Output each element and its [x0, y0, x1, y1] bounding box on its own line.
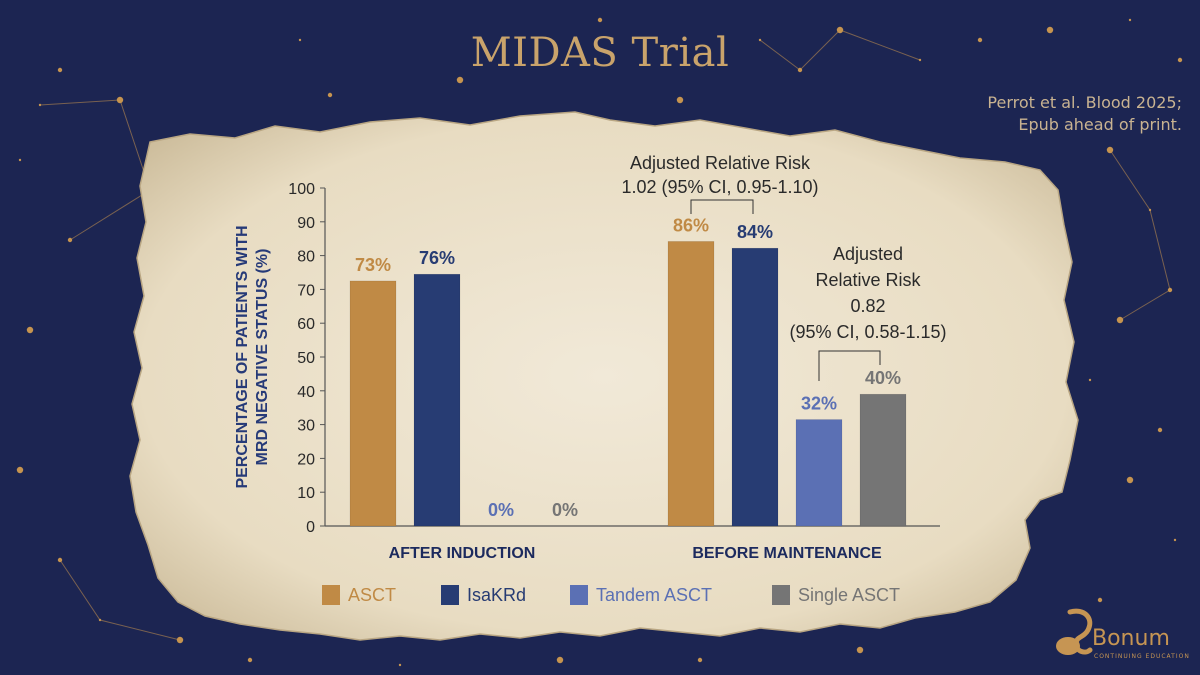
annotation-relative-risk-1: Adjusted Relative Risk 1.02 (95% CI, 0.95… [621, 153, 818, 197]
star-icon [57, 67, 63, 73]
legend-swatch [441, 585, 459, 605]
y-tick-label: 0 [306, 519, 315, 536]
bonum-logo-icon [1056, 608, 1093, 655]
bar-value-label: 40% [865, 368, 901, 388]
constellation-line [1109, 149, 1171, 321]
bar [795, 419, 843, 527]
star-icon [676, 96, 684, 104]
star-icon [1126, 476, 1134, 484]
star-icon [1046, 26, 1054, 34]
star-icon [456, 76, 464, 84]
legend-label: ASCT [348, 585, 396, 605]
star-icon [18, 158, 22, 162]
bar [667, 241, 715, 527]
citation: Perrot et al. Blood 2025; Epub ahead of … [922, 92, 1182, 136]
star-icon [1128, 18, 1132, 22]
slide-title: MIDAS Trial [470, 30, 730, 76]
logo-subtext: CONTINUING EDUCATION [1094, 653, 1190, 660]
star-icon [1157, 427, 1163, 433]
star-icon [1097, 597, 1103, 603]
legend-swatch [322, 585, 340, 605]
x-category-label: AFTER INDUCTION [389, 545, 536, 562]
annotation-bracket-2 [818, 350, 881, 381]
y-tick-label: 40 [297, 384, 315, 401]
bar [859, 393, 907, 527]
bar-value-label: 0% [488, 500, 514, 520]
bar [349, 280, 397, 527]
y-tick-label: 20 [297, 451, 315, 468]
constellation-line [759, 29, 921, 71]
star-icon [518, 38, 522, 42]
y-tick-label: 90 [297, 215, 315, 232]
star-icon [298, 38, 302, 42]
star-icon [1177, 57, 1183, 63]
y-tick-label: 60 [297, 316, 315, 333]
constellation-line [59, 559, 181, 641]
star-icon [398, 663, 402, 667]
y-tick-label: 30 [297, 418, 315, 435]
citation-line-1: Perrot et al. Blood 2025; [987, 93, 1182, 112]
star-icon [597, 17, 603, 23]
x-category-label: BEFORE MAINTENANCE [692, 545, 882, 562]
citation-line-2: Epub ahead of print. [1018, 115, 1182, 134]
star-icon [977, 37, 983, 43]
legend-label: Single ASCT [798, 585, 900, 605]
legend-swatch [570, 585, 588, 605]
star-icon [16, 466, 24, 474]
bar [731, 247, 779, 527]
star-icon [26, 326, 34, 334]
legend-swatch [772, 585, 790, 605]
star-icon [247, 657, 253, 663]
star-icon [856, 646, 864, 654]
bar-value-label: 73% [355, 255, 391, 275]
star-icon [327, 92, 333, 98]
y-tick-label: 70 [297, 282, 315, 299]
bar-value-label: 84% [737, 222, 773, 242]
annotation-relative-risk-2: Adjusted Relative Risk 0.82 (95% CI, 0.58-1… [789, 244, 946, 342]
y-tick-label: 80 [297, 249, 315, 266]
legend-label: Tandem ASCT [596, 585, 712, 605]
legend-label: IsaKRd [467, 585, 526, 605]
bar-value-label: 76% [419, 248, 455, 268]
star-icon [556, 656, 564, 664]
constellation-line [39, 99, 151, 241]
star-icon [1088, 378, 1092, 382]
y-tick-label: 10 [297, 485, 315, 502]
logo-text: Bonum [1092, 626, 1170, 651]
bar-value-label: 86% [673, 215, 709, 235]
annotation-bracket-1 [690, 199, 754, 214]
bar-value-label: 0% [552, 500, 578, 520]
y-tick-label: 50 [297, 350, 315, 367]
y-tick-label: 100 [288, 181, 315, 198]
star-icon [1173, 538, 1177, 542]
bar-value-label: 32% [801, 394, 837, 414]
bar [413, 273, 461, 527]
star-icon [697, 657, 703, 663]
y-axis-label: PERCENTAGE OF PATIENTS WITH MRD NEGATIVE … [234, 225, 271, 488]
